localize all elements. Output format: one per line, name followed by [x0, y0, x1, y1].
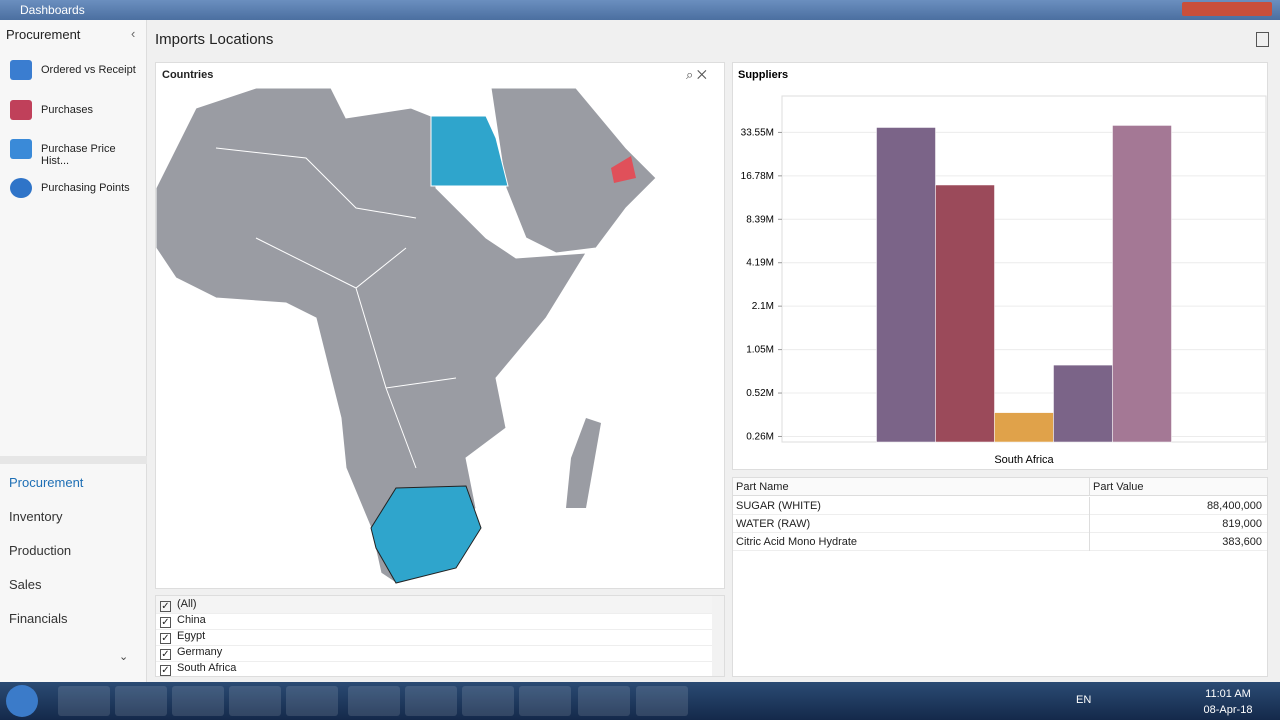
table-cell: 88,400,000 [1089, 497, 1267, 515]
table-cell: WATER (RAW) [736, 518, 811, 530]
menu-item[interactable]: Ordered vs Receipt [41, 64, 136, 76]
country-uae[interactable] [611, 156, 636, 183]
chart-title: Suppliers [738, 69, 788, 81]
bar [1112, 125, 1172, 443]
y-tick-label: 1.05M [746, 345, 774, 356]
clock-date[interactable]: 08-Apr-18 [1203, 704, 1253, 716]
y-tick-label: 4.19M [746, 258, 774, 269]
parts-table: Part Name Part Value SUGAR (WHITE) 88,400… [732, 477, 1268, 677]
countries-panel: Countries ⌕ ✕ [155, 62, 725, 589]
taskbar-app[interactable] [58, 686, 110, 716]
panel-title: Countries [162, 69, 214, 81]
country-egypt[interactable] [430, 115, 509, 187]
plot-area [781, 95, 1267, 443]
table-cell: Citric Acid Mono Hydrate [736, 536, 858, 548]
list-item[interactable]: ✓ South Africa [156, 660, 724, 676]
bar [935, 184, 995, 443]
borders [215, 147, 457, 469]
chart: Suppliers 0.26M 0.52M 1.05M 2.1M 4.19M 8.39M 1… [738, 69, 1267, 466]
icon [10, 178, 32, 198]
scrollbar[interactable] [712, 596, 724, 676]
taskbar-app[interactable] [286, 686, 338, 716]
dashboard-title: Imports Locations [155, 31, 274, 48]
splitter[interactable] [0, 456, 147, 464]
nav-item[interactable]: Procurement [9, 475, 84, 490]
sidebar-header: Procurement [6, 27, 81, 42]
column-header[interactable]: Part Value [1089, 478, 1147, 496]
menu-item[interactable]: Purchase Price Hist... [41, 143, 116, 167]
table-cell: 383,600 [1089, 533, 1267, 551]
start-button[interactable] [6, 685, 38, 717]
icon [10, 100, 32, 120]
taskbar: EN 11:01 AM 08-Apr-18 [0, 682, 1280, 720]
icon [10, 60, 32, 80]
table-row[interactable]: Citric Acid Mono Hydrate 383,600 [733, 533, 1267, 551]
list-item[interactable]: ✓ China [156, 612, 724, 630]
table-row[interactable]: SUGAR (WHITE) 88,400,000 [733, 497, 1267, 515]
list-label: Egypt [177, 630, 206, 642]
taskbar-app[interactable] [636, 686, 688, 716]
menu-item[interactable]: Purchases [41, 104, 93, 116]
clock-time[interactable]: 11:01 AM [1205, 688, 1251, 700]
nav-item[interactable]: Sales [9, 577, 42, 592]
country-south-africa[interactable] [370, 485, 482, 584]
list-item[interactable]: ✓ Egypt [156, 628, 724, 646]
taskbar-app[interactable] [229, 686, 281, 716]
collapse-button[interactable]: ‹ [131, 26, 136, 41]
country-list: ✓ (All) ✓ China ✓ Egypt ✓ Germany ✓ South Afr… [155, 595, 725, 677]
bar [994, 412, 1054, 443]
list-label: (All) [177, 598, 197, 610]
column-header[interactable]: Part Name [736, 481, 789, 493]
title-bar: Dashboards [0, 0, 1280, 20]
y-tick-label: 16.78M [741, 171, 774, 182]
sidebar: Procurement ‹ Ordered vs Receipt Purchas… [0, 20, 147, 682]
taskbar-app[interactable] [115, 686, 167, 716]
export-button[interactable] [1256, 32, 1269, 47]
window-controls[interactable] [1182, 2, 1272, 16]
taskbar-app[interactable] [348, 686, 400, 716]
suppliers-panel: Suppliers 0.26M 0.52M 1.05M 2.1M 4.19M 8.39M 1… [732, 62, 1268, 470]
list-item[interactable]: ✓ Germany [156, 644, 724, 662]
list-label: Germany [177, 646, 223, 658]
nav-item[interactable]: Inventory [9, 509, 63, 524]
map [156, 88, 657, 584]
list-label: China [177, 614, 206, 626]
bar [876, 127, 936, 443]
window-title: Dashboards [20, 3, 85, 17]
language[interactable]: EN [1076, 694, 1092, 706]
table-cell: 819,000 [1089, 515, 1267, 533]
y-tick-label: 0.52M [746, 388, 774, 399]
taskbar-app[interactable] [578, 686, 630, 716]
taskbar-app[interactable] [405, 686, 457, 716]
table-row[interactable]: WATER (RAW) 819,000 [733, 515, 1267, 533]
country-shape[interactable] [566, 418, 601, 508]
taskbar-app[interactable] [172, 686, 224, 716]
y-tick-label: 0.26M [746, 431, 774, 442]
taskbar-app[interactable] [462, 686, 514, 716]
icon [10, 139, 32, 159]
expand-button[interactable]: ⌄ [119, 651, 129, 663]
nav-item[interactable]: Production [9, 543, 72, 558]
zoom-button[interactable]: ⌕ ✕ [686, 67, 707, 82]
bar [1053, 364, 1113, 443]
menu-item[interactable]: Purchasing Points [41, 182, 130, 194]
y-tick-label: 2.1M [752, 301, 774, 312]
y-tick-label: 33.55M [741, 127, 774, 138]
x-tick-label: South Africa [994, 454, 1054, 466]
nav-item[interactable]: Financials [9, 611, 68, 626]
taskbar-app[interactable] [519, 686, 571, 716]
list-item[interactable]: ✓ (All) [156, 596, 724, 614]
list-label: South Africa [177, 662, 237, 674]
table-cell: SUGAR (WHITE) [736, 500, 821, 512]
country-shape[interactable] [156, 88, 587, 584]
table-header: Part Name Part Value [733, 478, 1267, 496]
country-shape[interactable] [490, 88, 657, 254]
y-tick-label: 8.39M [746, 214, 774, 225]
